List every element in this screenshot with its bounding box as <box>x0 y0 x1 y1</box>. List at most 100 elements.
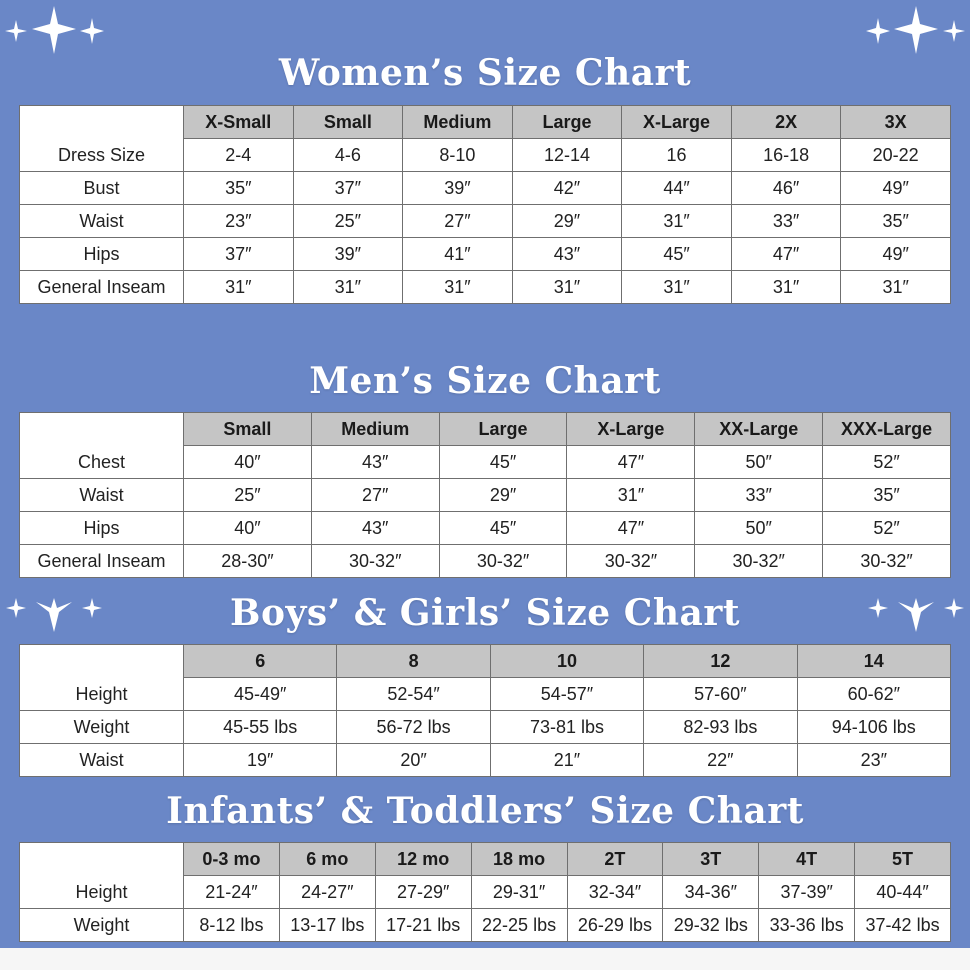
table-row: Waist 25″ 27″ 29″ 31″ 33″ 35″ <box>19 478 951 512</box>
table-cell: 21-24″ <box>183 875 280 909</box>
row-label: General Inseam <box>19 544 184 578</box>
table-cell: 50″ <box>694 511 824 545</box>
table-cell: 32-34″ <box>566 875 664 909</box>
table-cell: 33-36 lbs <box>758 908 856 942</box>
row-label: Dress Size <box>19 138 184 172</box>
table-cell: 40″ <box>183 511 312 545</box>
men-header-row: Small Medium Large X-Large XX-Large XXX-… <box>19 412 951 446</box>
size-header: 12 mo <box>374 842 472 876</box>
size-header: 10 <box>489 644 645 678</box>
size-header: Large <box>438 412 568 446</box>
size-header: XXX-Large <box>822 412 951 446</box>
table-cell: 46″ <box>730 171 842 205</box>
table-cell: 17-21 lbs <box>374 908 472 942</box>
table-cell: 31″ <box>621 204 732 238</box>
table-cell: 29-32 lbs <box>662 908 760 942</box>
table-cell: 47″ <box>730 237 842 271</box>
table-cell: 31″ <box>402 270 513 304</box>
row-label: Chest <box>19 445 184 479</box>
size-header: 2X <box>730 105 842 139</box>
row-label: General Inseam <box>19 270 184 304</box>
row-label: Bust <box>19 171 184 205</box>
table-row: Height 21-24″ 24-27″ 27-29″ 29-31″ 32-34… <box>19 875 951 909</box>
sparkle-cluster-top-right-icon <box>866 6 965 54</box>
table-cell: 52-54″ <box>336 677 491 711</box>
table-row: General Inseam 31″ 31″ 31″ 31″ 31″ 31″ 3… <box>19 270 951 304</box>
table-row: General Inseam 28-30″ 30-32″ 30-32″ 30-3… <box>19 544 951 578</box>
table-cell: 45-55 lbs <box>182 710 338 744</box>
row-label: Weight <box>19 710 184 744</box>
row-label: Waist <box>19 478 184 512</box>
table-cell: 8-10 <box>402 138 513 172</box>
table-cell: 28-30″ <box>183 544 312 578</box>
size-header: 6 <box>182 644 338 678</box>
sparkle-cluster-top-left-icon <box>5 6 104 54</box>
table-cell: 29″ <box>511 204 623 238</box>
women-size-table: X-Small Small Medium Large X-Large 2X 3X… <box>19 105 951 304</box>
table-cell: 30-32″ <box>566 544 696 578</box>
table-cell: 54-57″ <box>489 677 645 711</box>
table-cell: 43″ <box>310 445 440 479</box>
row-label: Waist <box>19 743 184 777</box>
size-header: 12 <box>643 644 798 678</box>
row-label: Height <box>19 677 184 711</box>
table-cell: 27-29″ <box>374 875 472 909</box>
table-cell: 56-72 lbs <box>336 710 491 744</box>
table-cell: 43″ <box>310 511 440 545</box>
table-cell: 47″ <box>566 511 696 545</box>
table-cell: 43″ <box>511 237 623 271</box>
size-header: 2T <box>566 842 664 876</box>
table-cell: 37″ <box>292 171 404 205</box>
table-cell: 31″ <box>511 270 623 304</box>
table-cell: 8-12 lbs <box>183 908 280 942</box>
table-row: Height 45-49″ 52-54″ 54-57″ 57-60″ 60-62… <box>19 677 952 711</box>
men-size-table: Small Medium Large X-Large XX-Large XXX-… <box>19 412 951 578</box>
table-row: Weight 45-55 lbs 56-72 lbs 73-81 lbs 82-… <box>19 710 952 744</box>
table-cell: 33″ <box>694 478 824 512</box>
row-label: Height <box>19 875 184 909</box>
table-cell: 27″ <box>310 478 440 512</box>
table-cell: 37-39″ <box>758 875 856 909</box>
table-cell: 30-32″ <box>822 544 951 578</box>
table-cell: 45″ <box>438 445 568 479</box>
table-cell: 20″ <box>336 743 491 777</box>
table-cell: 52″ <box>822 445 951 479</box>
table-cell: 20-22 <box>840 138 951 172</box>
size-header: 3X <box>840 105 951 139</box>
table-row: Weight 8-12 lbs 13-17 lbs 17-21 lbs 22-2… <box>19 908 951 942</box>
table-cell: 29-31″ <box>470 875 568 909</box>
women-header-row: X-Small Small Medium Large X-Large 2X 3X <box>19 105 951 139</box>
table-cell: 39″ <box>402 171 513 205</box>
table-cell: 2-4 <box>183 138 294 172</box>
table-cell: 45″ <box>438 511 568 545</box>
size-header: X-Large <box>621 105 732 139</box>
infants-chart-title: Infants’ & Toddlers’ Size Chart <box>166 790 804 832</box>
kids-chart-title: Boys’ & Girls’ Size Chart <box>230 592 740 634</box>
table-corner <box>19 842 184 876</box>
table-cell: 45″ <box>621 237 732 271</box>
table-cell: 13-17 lbs <box>278 908 376 942</box>
table-cell: 26-29 lbs <box>566 908 664 942</box>
table-cell: 27″ <box>402 204 513 238</box>
table-cell: 22-25 lbs <box>470 908 568 942</box>
table-row: Waist 19″ 20″ 21″ 22″ 23″ <box>19 743 952 777</box>
table-cell: 39″ <box>292 237 404 271</box>
table-cell: 44″ <box>621 171 732 205</box>
sparkle-cluster-mid-left-icon <box>6 598 102 632</box>
size-header: 8 <box>336 644 491 678</box>
size-header: 3T <box>662 842 760 876</box>
size-header: 6 mo <box>278 842 376 876</box>
table-row: Hips 40″ 43″ 45″ 47″ 50″ 52″ <box>19 511 951 545</box>
table-cell: 35″ <box>840 204 951 238</box>
table-cell: 42″ <box>511 171 623 205</box>
size-header: Small <box>292 105 404 139</box>
table-cell: 16-18 <box>730 138 842 172</box>
table-cell: 29″ <box>438 478 568 512</box>
table-cell: 31″ <box>566 478 696 512</box>
infants-header-row: 0-3 mo 6 mo 12 mo 18 mo 2T 3T 4T 5T <box>19 842 951 876</box>
row-label: Weight <box>19 908 184 942</box>
table-cell: 40-44″ <box>854 875 951 909</box>
table-cell: 35″ <box>822 478 951 512</box>
table-corner <box>19 105 184 139</box>
size-header: 14 <box>796 644 952 678</box>
